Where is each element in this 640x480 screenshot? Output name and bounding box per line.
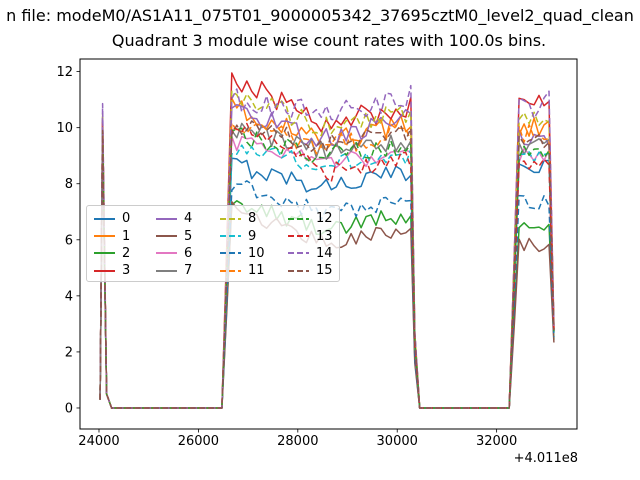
legend-line-swatch [94,269,115,272]
legend-label: 5 [184,228,193,244]
legend-item-14: 14 [288,245,333,262]
legend-label: 12 [316,211,333,227]
x-tick-label: 28000 [277,434,318,449]
legend-line-swatch [220,235,241,238]
x-tick-label: 24000 [78,434,119,449]
axes-frame [79,58,578,430]
legend-box: 0 1 2 3 4 5 6 7 8 9 10 11 12 13 14 15 [86,205,340,282]
legend-item-3: 3 [94,262,156,279]
legend-line-swatch [220,252,241,255]
x-tick-label: 26000 [178,434,219,449]
legend-label: 11 [248,263,265,279]
legend-label: 4 [184,211,193,227]
legend-line-swatch [156,252,177,255]
y-tick-label: 4 [65,289,73,304]
legend-item-1: 1 [94,227,156,244]
legend-item-11: 11 [220,262,288,279]
legend-line-swatch [288,235,309,238]
y-tick-label: 2 [65,345,73,360]
legend-line-swatch [288,252,309,255]
series-line-10 [99,129,555,409]
legend-line-swatch [94,217,115,220]
legend-line-swatch [220,217,241,220]
y-tick-label: 8 [65,177,73,192]
legend-label: 0 [122,211,131,227]
legend-line-swatch [156,217,177,220]
legend-item-7: 7 [156,262,220,279]
y-tick-label: 0 [65,401,73,416]
legend-item-13: 13 [288,227,333,244]
series-line-15 [99,120,555,409]
legend-item-2: 2 [94,245,156,262]
legend-label: 2 [122,245,131,261]
legend-label: 15 [316,263,333,279]
legend-label: 1 [122,228,131,244]
legend-item-10: 10 [220,245,288,262]
legend-label: 10 [248,245,265,261]
legend-label: 13 [316,228,333,244]
legend-line-swatch [156,235,177,238]
legend-item-4: 4 [156,210,220,227]
x-tick-label: 30000 [377,434,418,449]
legend-line-swatch [94,252,115,255]
y-tick-label: 12 [56,65,73,80]
legend-line-swatch [220,269,241,272]
legend-item-12: 12 [288,210,333,227]
x-axis-offset-label: +4.011e8 [514,451,578,466]
legend-item-5: 5 [156,227,220,244]
legend-label: 9 [248,228,257,244]
legend-label: 3 [122,263,131,279]
legend-item-8: 8 [220,210,288,227]
legend-item-0: 0 [94,210,156,227]
series-line-13 [99,121,555,409]
legend-item-6: 6 [156,245,220,262]
legend-label: 6 [184,245,193,261]
figure-suptitle: n file: modeM0/AS1A11_075T01_9000005342_… [6,6,634,25]
legend-line-swatch [156,269,177,272]
legend-item-15: 15 [288,262,333,279]
y-tick-label: 6 [65,233,73,248]
legend-line-swatch [288,217,309,220]
x-tick-label: 32000 [476,434,517,449]
legend-line-swatch [288,269,309,272]
legend-label: 7 [184,263,193,279]
legend-line-swatch [94,235,115,238]
legend-item-9: 9 [220,227,288,244]
axes-title: Quadrant 3 module wise count rates with … [111,31,547,50]
legend-label: 14 [316,245,333,261]
y-tick-label: 10 [56,121,73,136]
legend-label: 8 [248,211,257,227]
